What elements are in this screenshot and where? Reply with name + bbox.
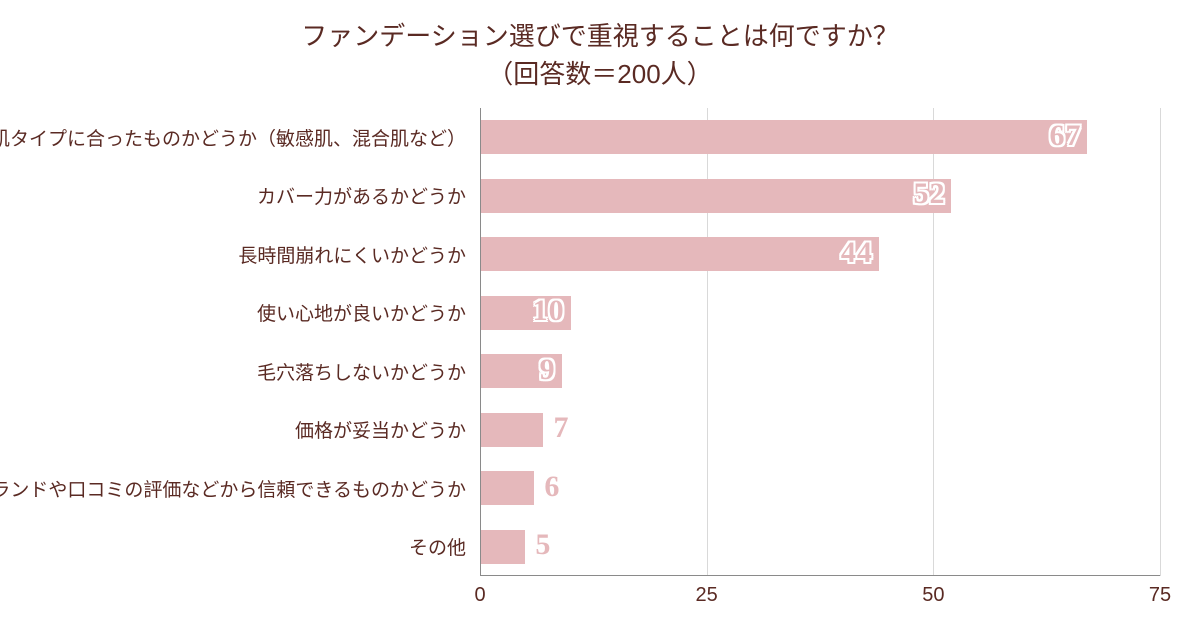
y-axis-label: 長時間崩れにくいかどうか — [238, 241, 466, 268]
y-axis-label: ブランドや口コミの評価などから信頼できるものかどうか — [0, 475, 466, 502]
bar-value-label: 7 — [553, 411, 569, 445]
y-axis-label: 使い心地が良いかどうか — [257, 299, 466, 326]
y-axis-label: カバー力があるかどうか — [257, 182, 466, 209]
x-axis-line — [480, 575, 1160, 576]
chart-title-line2: （回答数＝200人） — [0, 56, 1200, 94]
bar — [481, 237, 879, 271]
bar-value-label: 44 — [841, 236, 873, 270]
bar-value-label: 6 — [544, 470, 560, 504]
x-tick-label: 50 — [922, 584, 944, 607]
bar — [481, 179, 951, 213]
bar — [481, 413, 543, 447]
y-axis-label: 肌タイプに合ったものかどうか（敏感肌、混合肌など） — [0, 124, 466, 151]
bar-value-label: 10 — [533, 294, 565, 328]
bar-value-label: 67 — [1049, 119, 1081, 153]
bar-value-label: 5 — [535, 528, 551, 562]
x-gridline — [1160, 108, 1161, 576]
x-tick-label: 0 — [474, 584, 485, 607]
bar-value-label: 52 — [913, 177, 945, 211]
bar-value-label: 9 — [540, 353, 556, 387]
chart-title-line1: ファンデーション選びで重視することは何ですか？ — [0, 18, 1200, 56]
bar — [481, 471, 534, 505]
bar — [481, 120, 1087, 154]
bar — [481, 530, 525, 564]
foundation-priorities-chart: ファンデーション選びで重視することは何ですか？ （回答数＝200人） 0 25 50… — [0, 0, 1200, 630]
y-axis-label: 毛穴落ちしないかどうか — [257, 358, 466, 385]
chart-title: ファンデーション選びで重視することは何ですか？ （回答数＝200人） — [0, 0, 1200, 93]
x-tick-label: 25 — [696, 584, 718, 607]
y-axis-label: 価格が妥当かどうか — [295, 416, 466, 443]
plot-area: 0255075肌タイプに合ったものかどうか（敏感肌、混合肌など）67カバー力があ… — [480, 108, 1160, 576]
x-tick-label: 75 — [1149, 584, 1171, 607]
y-axis-label: その他 — [409, 533, 466, 560]
